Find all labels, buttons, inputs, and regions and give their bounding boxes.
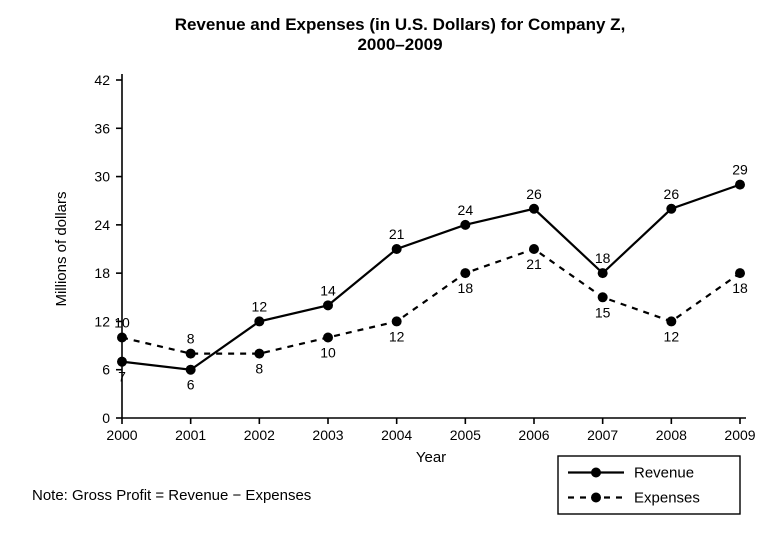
y-tick-label: 30 [94, 169, 110, 185]
expenses-data-label: 18 [732, 280, 748, 296]
x-tick-label: 2004 [381, 427, 412, 443]
legend-revenue-marker-icon [591, 468, 601, 478]
expenses-marker [186, 349, 196, 359]
expenses-marker [460, 268, 470, 278]
legend-expenses-marker-icon [591, 493, 601, 503]
revenue-data-label: 6 [187, 377, 195, 393]
revenue-marker [529, 204, 539, 214]
x-axis-label: Year [416, 449, 446, 466]
expenses-marker [666, 316, 676, 326]
revenue-marker [392, 244, 402, 254]
y-axis-label: Millions of dollars [53, 191, 70, 306]
revenue-data-label: 21 [389, 226, 405, 242]
expenses-data-label: 21 [526, 256, 542, 272]
y-tick-label: 0 [102, 410, 110, 426]
revenue-data-label: 29 [732, 162, 748, 178]
x-tick-label: 2006 [518, 427, 549, 443]
expenses-marker [323, 333, 333, 343]
chart-title-line1: Revenue and Expenses (in U.S. Dollars) f… [175, 15, 626, 34]
y-tick-label: 42 [94, 72, 110, 88]
revenue-data-label: 7 [118, 369, 126, 385]
gross-profit-note: Note: Gross Profit = Revenue − Expenses [32, 487, 311, 504]
revenue-data-label: 14 [320, 282, 336, 298]
expenses-marker [117, 333, 127, 343]
revenue-marker [254, 316, 264, 326]
expenses-data-label: 8 [255, 361, 263, 377]
expenses-data-label: 18 [458, 280, 474, 296]
revenue-marker [117, 357, 127, 367]
revenue-marker [460, 220, 470, 230]
x-tick-label: 2003 [312, 427, 343, 443]
y-tick-label: 6 [102, 362, 110, 378]
expenses-data-label: 8 [187, 331, 195, 347]
expenses-marker [735, 268, 745, 278]
expenses-marker [392, 316, 402, 326]
x-tick-label: 2008 [656, 427, 687, 443]
revenue-line [122, 185, 740, 370]
expenses-data-label: 10 [320, 345, 336, 361]
x-tick-label: 2002 [244, 427, 275, 443]
expenses-data-label: 15 [595, 304, 611, 320]
legend: Revenue Expenses [558, 456, 740, 514]
revenue-data-label: 12 [252, 298, 268, 314]
legend-item-revenue: Revenue [568, 465, 694, 482]
expenses-data-label: 10 [114, 315, 130, 331]
legend-revenue-label: Revenue [634, 465, 694, 482]
expenses-data-label: 12 [389, 328, 405, 344]
chart-container: Revenue and Expenses (in U.S. Dollars) f… [0, 0, 770, 535]
x-tick-label: 2001 [175, 427, 206, 443]
revenue-expenses-chart: Revenue and Expenses (in U.S. Dollars) f… [0, 0, 770, 535]
legend-item-expenses: Expenses [568, 490, 700, 507]
revenue-data-label: 18 [595, 250, 611, 266]
revenue-marker [186, 365, 196, 375]
y-tick-label: 12 [94, 313, 110, 329]
chart-title-line2: 2000–2009 [357, 35, 442, 54]
revenue-marker [666, 204, 676, 214]
expenses-data-label: 12 [664, 328, 680, 344]
series-group: 10 8 8 10 12 18 21 15 12 18 7 6 12 14 21 24 26 18 26 29 [114, 162, 748, 393]
revenue-data-label: 26 [664, 186, 680, 202]
y-tick-label: 24 [94, 217, 110, 233]
expenses-marker [254, 349, 264, 359]
expenses-marker [598, 292, 608, 302]
x-tick-label: 2000 [106, 427, 137, 443]
legend-expenses-label: Expenses [634, 490, 700, 507]
y-tick-label: 36 [94, 120, 110, 136]
revenue-marker [598, 268, 608, 278]
x-tick-label: 2007 [587, 427, 618, 443]
x-tick-label: 2005 [450, 427, 481, 443]
revenue-data-label: 26 [526, 186, 542, 202]
y-tick-label: 18 [94, 265, 110, 281]
revenue-data-label: 24 [458, 202, 474, 218]
revenue-marker [323, 300, 333, 310]
expenses-line [122, 249, 740, 354]
revenue-marker [735, 180, 745, 190]
expenses-marker [529, 244, 539, 254]
x-tick-label: 2009 [724, 427, 755, 443]
